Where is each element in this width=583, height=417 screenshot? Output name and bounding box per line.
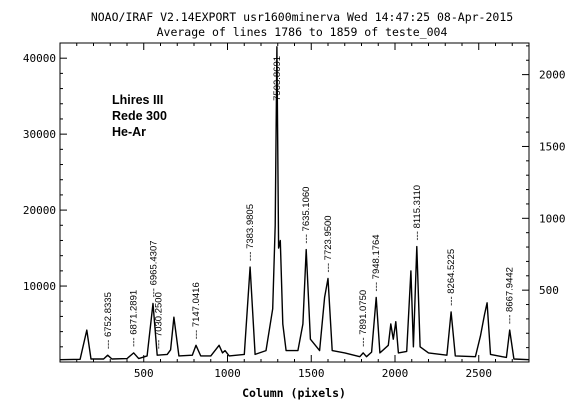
- x-axis: 500 1000 1500 2000 2500: [76, 43, 513, 380]
- line-label: --- 7891.0750: [358, 290, 369, 347]
- line-label: --- 8264.5225: [446, 249, 457, 306]
- annotation-line-1: Lhires III: [112, 93, 163, 107]
- annotation-line-2: Rede 300: [112, 109, 167, 123]
- line-label: --- 7635.1060: [301, 187, 312, 244]
- y2-tick-label: 1500: [539, 140, 566, 153]
- line-labels: --- 6752.8335 --- 6871.2891--- 6965.4307-…: [103, 56, 516, 349]
- header-line-1: NOAO/IRAF V2.14EXPORT usr1600minerva Wed…: [91, 10, 513, 24]
- y-tick-label: 20000: [23, 204, 56, 217]
- line-label: --- 7147.0416: [191, 282, 202, 339]
- x-tick-label: 2000: [382, 367, 409, 380]
- x-tick-label: 1500: [298, 367, 325, 380]
- y-axis-left: 10000 20000 30000 40000: [23, 52, 67, 348]
- annotation-line-3: He-Ar: [112, 125, 146, 139]
- line-label: --- 7503.8691: [272, 56, 283, 113]
- annotation-box: Lhires III Rede 300 He-Ar: [112, 93, 167, 139]
- y2-tick-label: 500: [539, 284, 559, 297]
- x-tick-label: 2500: [466, 367, 493, 380]
- line-label: --- 6752.8335: [103, 292, 114, 349]
- line-label: --- 8115.3110: [412, 185, 423, 241]
- line-label: --- 6965.4307: [148, 240, 159, 297]
- y2-tick-label: 2000: [539, 69, 566, 82]
- line-label: --- 8667.9442: [505, 267, 516, 324]
- y-axis-right: 500 1000 1500 2000: [522, 45, 566, 349]
- series-group: [59, 46, 530, 361]
- x-tick-label: 500: [134, 367, 154, 380]
- y-tick-label: 30000: [23, 128, 56, 141]
- x-axis-label: Column (pixels): [242, 386, 346, 400]
- line-label: --- 7383.9805: [245, 204, 256, 261]
- line-label: --- 7948.1764: [371, 234, 382, 291]
- line-label: --- 6871.2891: [129, 290, 140, 347]
- header-line-2: Average of lines 1786 to 1859 of teste_0…: [157, 25, 448, 39]
- y2-tick-label: 1000: [539, 212, 566, 225]
- spectrum-line: [59, 46, 530, 361]
- line-label: --- 7030.2500: [153, 292, 164, 349]
- x-tick-label: 1000: [214, 367, 241, 380]
- y-tick-label: 40000: [23, 52, 56, 65]
- line-label: --- 7723.9500: [323, 215, 334, 272]
- y-tick-label: 10000: [23, 280, 56, 293]
